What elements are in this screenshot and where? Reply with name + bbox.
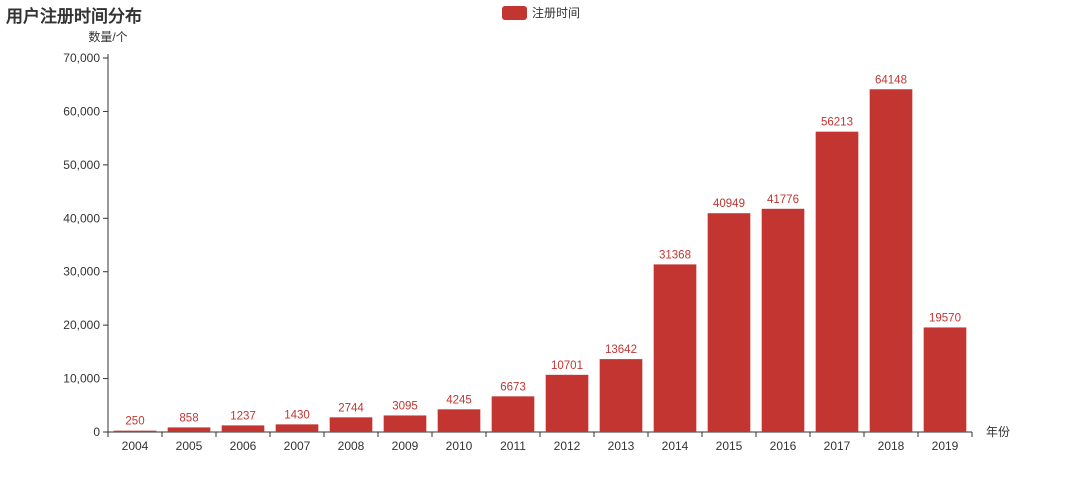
x-tick-label: 2008 (338, 439, 365, 453)
bar (869, 89, 913, 432)
bar-value-label: 3095 (392, 400, 418, 412)
y-tick-label: 10,000 (63, 372, 100, 386)
bar (383, 415, 427, 432)
x-tick-label: 2015 (716, 439, 743, 453)
bar-value-label: 31368 (659, 249, 691, 261)
bar (329, 417, 373, 432)
bar-value-label: 1237 (230, 410, 256, 422)
bar-value-label: 6673 (500, 381, 526, 393)
bar (599, 359, 643, 432)
bar-value-label: 56213 (821, 117, 853, 129)
y-tick-label: 50,000 (63, 158, 100, 172)
bar (167, 427, 211, 432)
y-tick-label: 40,000 (63, 211, 100, 225)
y-tick-label: 0 (93, 425, 100, 439)
bar-value-label: 1430 (284, 409, 310, 421)
x-tick-label: 2017 (824, 439, 851, 453)
bar (275, 424, 319, 432)
x-tick-label: 2016 (770, 439, 797, 453)
x-tick-label: 2005 (176, 439, 203, 453)
bar-value-label: 64148 (875, 74, 907, 86)
bar (437, 409, 481, 432)
bar-value-label: 10701 (551, 360, 583, 372)
bar-value-label: 4245 (446, 394, 472, 406)
bar (761, 208, 805, 432)
x-tick-label: 2010 (446, 439, 473, 453)
y-axis-label: 数量/个 (88, 29, 127, 44)
y-tick-label: 60,000 (63, 104, 100, 118)
bar (653, 264, 697, 432)
x-tick-label: 2013 (608, 439, 635, 453)
y-tick-label: 70,000 (63, 51, 100, 65)
bar (923, 327, 967, 432)
bar-value-label: 41776 (767, 194, 799, 206)
bar (491, 396, 535, 432)
legend-swatch (502, 5, 527, 20)
bar-value-label: 858 (179, 412, 198, 424)
bar-value-label: 250 (125, 416, 144, 428)
bar-value-label: 2744 (338, 402, 364, 414)
bar (221, 425, 265, 432)
bar-value-label: 19570 (929, 312, 961, 324)
x-tick-label: 2019 (932, 439, 959, 453)
x-axis-label: 年份 (986, 425, 1010, 439)
bar (815, 131, 859, 432)
chart-title: 用户注册时间分布 (6, 7, 142, 27)
legend-label: 注册时间 (532, 6, 581, 20)
x-tick-label: 2011 (500, 439, 526, 453)
bar-value-label: 40949 (713, 198, 745, 210)
x-tick-label: 2018 (878, 439, 905, 453)
bar-value-label: 13642 (605, 344, 637, 356)
bar (707, 213, 751, 432)
y-tick-label: 30,000 (63, 265, 100, 279)
x-tick-label: 2014 (662, 439, 689, 453)
x-tick-label: 2006 (230, 439, 257, 453)
bar (545, 374, 589, 432)
x-tick-label: 2007 (284, 439, 311, 453)
x-tick-label: 2009 (392, 439, 419, 453)
x-tick-label: 2012 (554, 439, 581, 453)
x-tick-label: 2004 (122, 439, 149, 453)
y-tick-label: 20,000 (63, 318, 100, 332)
legend[interactable]: 注册时间 (502, 4, 580, 21)
bar (113, 430, 157, 432)
